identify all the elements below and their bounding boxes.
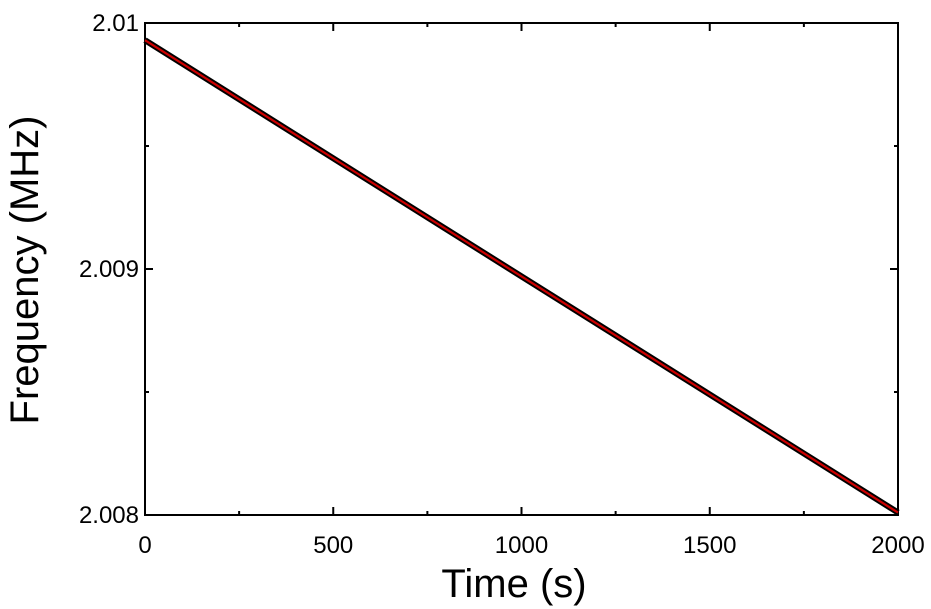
y-tick-label: 2.008 bbox=[79, 502, 139, 529]
y-tick-label: 2.01 bbox=[92, 10, 139, 37]
x-axis-label: Time (s) bbox=[441, 562, 586, 606]
x-tick-label: 1000 bbox=[495, 532, 548, 559]
tick-labels: 0 500 1000 1500 2000 2.008 2.009 2.01 bbox=[79, 10, 925, 559]
series-line-2 bbox=[144, 39, 899, 514]
x-tick-label: 0 bbox=[138, 532, 151, 559]
y-tick-label: 2.009 bbox=[79, 256, 139, 283]
x-tick-label: 1500 bbox=[683, 532, 736, 559]
x-tick-label: 2000 bbox=[871, 532, 924, 559]
axis-ticks bbox=[144, 22, 899, 516]
y-axis-label: Frequency (MHz) bbox=[3, 116, 47, 425]
series-layer bbox=[143, 37, 900, 516]
x-tick-label: 500 bbox=[313, 532, 353, 559]
